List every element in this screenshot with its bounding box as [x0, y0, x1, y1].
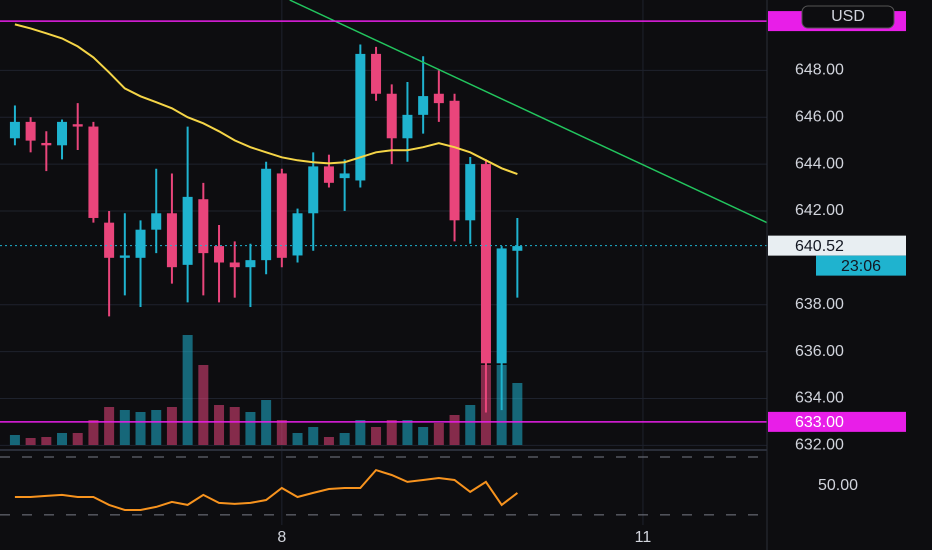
volume-bar — [88, 420, 99, 445]
y-tick-label: 648.00 — [795, 62, 844, 79]
volume-bar — [245, 412, 256, 445]
y-tick-label: 634.00 — [795, 390, 844, 407]
candle-body — [276, 173, 287, 258]
candle-body — [151, 213, 162, 230]
volume-bar — [72, 433, 83, 445]
volume-bar — [402, 420, 413, 445]
y-tick-label: 642.00 — [795, 202, 844, 219]
volume-bar — [135, 412, 146, 445]
volume-bar — [229, 407, 240, 445]
y-tick-label: 644.00 — [795, 155, 844, 172]
volume-bar — [433, 423, 444, 445]
candle-body — [25, 121, 36, 141]
volume-bar — [371, 427, 382, 445]
candle-body — [182, 196, 193, 265]
volume-bar — [418, 427, 429, 445]
candle-body — [339, 173, 350, 179]
countdown: 23:06 — [841, 258, 881, 275]
candle-body — [166, 213, 177, 268]
candle-body — [371, 53, 382, 94]
moving-average — [14, 23, 518, 176]
candle-body — [292, 213, 303, 256]
volume-bar — [214, 405, 225, 445]
candle-body — [104, 222, 115, 258]
candle-body — [198, 199, 209, 254]
currency-button[interactable] — [801, 5, 895, 29]
volume-bar — [465, 405, 476, 445]
candle-body — [41, 142, 52, 146]
volume-bar — [9, 435, 20, 445]
candle-body — [229, 262, 240, 268]
trend-line — [289, 0, 768, 224]
x-tick-label: 8 — [277, 529, 286, 546]
volume-bar — [276, 420, 287, 445]
y-tick-label: 632.00 — [795, 437, 844, 454]
level-label: 633.00 — [795, 414, 844, 431]
volume-bar — [119, 410, 130, 445]
volume-bar — [57, 433, 68, 445]
candle-body — [308, 166, 319, 214]
countdown-box — [816, 255, 906, 276]
volume-bar — [104, 407, 115, 445]
volume-bar — [41, 437, 52, 445]
candle-body — [465, 164, 476, 221]
x-tick-label: 11 — [635, 529, 652, 546]
candle-body — [418, 96, 429, 115]
candle-body — [214, 246, 225, 263]
candle-body — [496, 248, 507, 364]
candle-body — [88, 126, 99, 218]
volume-bar — [355, 420, 366, 445]
candle-body — [512, 246, 523, 251]
volume-bar — [198, 365, 209, 445]
candle-body — [323, 166, 334, 183]
volume-bar — [449, 415, 460, 445]
candle-body — [72, 124, 83, 127]
candle-body — [135, 229, 146, 258]
volume-bar — [308, 427, 319, 445]
volume-bar — [339, 433, 350, 445]
volume-bar — [151, 410, 162, 445]
volume-bar — [292, 433, 303, 445]
candle-body — [355, 53, 366, 181]
candle-body — [119, 255, 130, 258]
candle-body — [57, 121, 68, 146]
volume-bar — [323, 437, 334, 445]
candle-body — [9, 121, 20, 139]
currency: USD — [831, 8, 865, 25]
candle-body — [386, 93, 397, 139]
candle-body — [480, 164, 491, 364]
candle-body — [402, 114, 413, 139]
last-price-box — [768, 235, 906, 256]
candle-body — [261, 168, 272, 261]
volume-bar — [182, 335, 193, 445]
level-label-box — [768, 411, 906, 432]
volume-bar — [386, 420, 397, 445]
candle-body — [433, 93, 444, 104]
rsi-line — [14, 468, 519, 511]
last-price-label: 640.52 — [795, 238, 844, 255]
volume-bar — [166, 407, 177, 445]
rsi-tick-label: 50.00 — [818, 477, 858, 494]
candle-body — [449, 100, 460, 221]
y-tick-label: 636.00 — [795, 343, 844, 360]
candle-body — [245, 260, 256, 268]
y-tick-label: 638.00 — [795, 296, 844, 313]
volume-bar — [512, 383, 523, 445]
y-tick-label: 646.00 — [795, 108, 844, 125]
volume-bar — [25, 438, 36, 445]
